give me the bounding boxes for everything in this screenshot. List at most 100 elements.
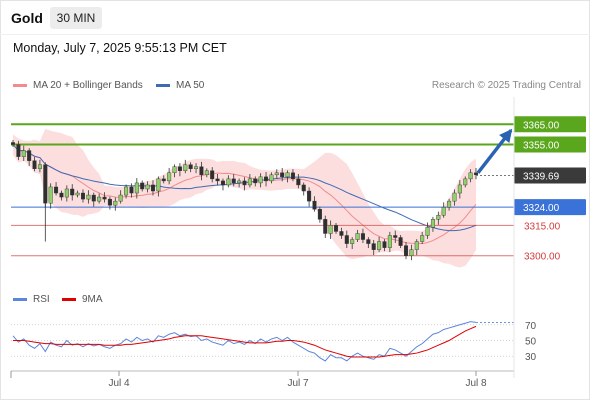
level-label-4: 3300.00: [524, 252, 561, 263]
candle-body: [344, 235, 349, 244]
candle-body: [387, 235, 392, 248]
x-tick-label: Jul 4: [108, 378, 130, 389]
candle-body: [134, 182, 139, 194]
candle-body: [317, 209, 322, 220]
candle-body: [296, 178, 301, 186]
candle-body: [210, 170, 215, 180]
candle-body: [355, 233, 360, 240]
credit-text: Research © 2025 Trading Central: [431, 80, 581, 91]
candle-body: [129, 186, 134, 194]
candle-body: [32, 160, 37, 169]
level-box-0: [514, 116, 586, 133]
last-price-label: 3339.69: [523, 171, 560, 182]
candle-body: [102, 196, 107, 200]
legend-rsi-swatch: [13, 298, 27, 301]
candle-body: [307, 190, 312, 202]
candle-body: [226, 178, 231, 186]
candle-body: [75, 192, 80, 196]
candle-body: [177, 166, 182, 171]
datetime-label: Monday, July 7, 2025 9:55:13 PM CET: [13, 41, 227, 55]
candle-body: [247, 178, 252, 186]
candle-body: [204, 170, 209, 176]
rsi-tick-label: 70: [525, 321, 537, 332]
candle-body: [274, 172, 279, 176]
candle-body: [382, 241, 387, 248]
candle-body: [183, 164, 188, 171]
candle-body: [48, 186, 53, 204]
candle-body: [393, 235, 398, 238]
candle-body: [37, 164, 42, 169]
legend-rsi: RSI: [13, 294, 50, 305]
rsi-9ma-line: [13, 325, 477, 358]
candle-body: [156, 178, 161, 192]
candle-body: [140, 182, 145, 190]
legend-ma50-label: MA 50: [176, 80, 205, 91]
candle-body: [54, 186, 59, 194]
candle-body: [59, 192, 64, 198]
candle-body: [398, 237, 403, 246]
candle-body: [258, 176, 263, 184]
candle-body: [290, 172, 295, 180]
candle-body: [150, 184, 155, 192]
candle-body: [215, 178, 220, 182]
rsi-tick-label: 30: [525, 352, 537, 363]
candle-body: [145, 184, 150, 190]
instrument-title: Gold: [11, 10, 43, 26]
candle-body: [10, 142, 15, 145]
level-label-3: 3315.00: [524, 221, 561, 232]
candle-body: [27, 150, 32, 161]
level-label-2: 3324.00: [523, 203, 560, 214]
candle-body: [339, 231, 344, 236]
timeframe-button[interactable]: 30 MIN: [50, 7, 102, 29]
target-arrow-head: [499, 128, 513, 144]
candle-body: [64, 188, 69, 198]
candle-body: [436, 215, 441, 220]
candle-body: [409, 249, 414, 256]
level-box-1: [514, 136, 586, 153]
candle-body: [161, 178, 166, 182]
level-label-1: 3355.00: [523, 141, 560, 152]
candle-body: [377, 241, 382, 250]
candle-body: [350, 239, 355, 244]
candle-body: [457, 184, 462, 194]
candle-body: [474, 172, 479, 176]
candle-body: [312, 200, 317, 210]
candle-body: [237, 180, 242, 184]
candle-body: [269, 174, 274, 182]
candle-body: [430, 219, 435, 228]
legend-bollinger: MA 20 + Bollinger Bands: [13, 80, 143, 91]
candle-body: [366, 239, 371, 244]
legend-ma50: MA 50: [156, 80, 204, 91]
candle-body: [172, 166, 177, 174]
bollinger-band-area: [13, 128, 476, 268]
candle-body: [253, 178, 258, 184]
candle-body: [301, 184, 306, 192]
x-tick-label: Jul 7: [287, 378, 309, 389]
legend-9ma: 9MA: [62, 294, 103, 305]
candle-body: [447, 200, 452, 208]
candle-body: [194, 166, 199, 169]
candle-body: [242, 180, 247, 186]
candle-body: [323, 219, 328, 234]
legend-9ma-swatch: [62, 298, 76, 301]
legend-rsi-label: RSI: [33, 294, 50, 305]
candle-body: [188, 164, 193, 169]
candle-body: [468, 172, 473, 180]
candle-body: [334, 225, 339, 232]
candle-body: [404, 245, 409, 256]
x-tick-label: Jul 8: [465, 378, 487, 389]
level-label-0: 3365.00: [523, 120, 560, 131]
candle-body: [360, 233, 365, 240]
candle-body: [21, 150, 26, 157]
candle-body: [70, 188, 75, 196]
candle-body: [414, 241, 419, 250]
candle-body: [167, 172, 172, 182]
candle-body: [371, 243, 376, 250]
candle-body: [425, 227, 430, 236]
candle-body: [16, 144, 21, 157]
candle-body: [80, 192, 85, 200]
candle-body: [220, 180, 225, 186]
candle-body: [328, 225, 333, 234]
header-divider: [0, 34, 590, 35]
